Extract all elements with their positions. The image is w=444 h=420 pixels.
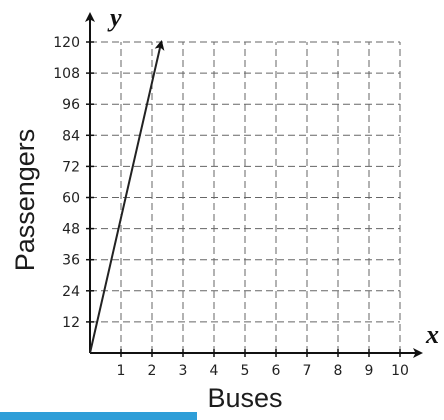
y-tick-label-48: 48 — [62, 222, 80, 238]
x-tick-label-8: 8 — [334, 363, 343, 379]
y-tick-label-72: 72 — [62, 159, 80, 175]
y-tick-label-24: 24 — [62, 284, 80, 300]
y-tick-label-60: 60 — [62, 191, 80, 207]
series-layer — [89, 40, 165, 354]
x-tick-label-9: 9 — [365, 363, 374, 379]
x-tick-label-6: 6 — [272, 363, 281, 379]
x-axis-variable: x — [425, 320, 439, 349]
y-tick-label-108: 108 — [53, 66, 80, 82]
series-line-1 — [89, 40, 165, 354]
y-axis-variable: y — [107, 3, 122, 32]
x-tick-label-4: 4 — [210, 363, 219, 379]
x-axis-title: Buses — [207, 383, 282, 413]
x-tick-label-2: 2 — [148, 363, 157, 379]
x-tick-label-3: 3 — [179, 363, 188, 379]
grid — [90, 41, 401, 353]
x-tick-label-1: 1 — [117, 363, 126, 379]
y-tick-label-120: 120 — [53, 35, 80, 51]
y-tick-label-84: 84 — [62, 128, 80, 144]
accent-strip — [0, 412, 197, 420]
y-tick-label-12: 12 — [62, 315, 80, 331]
x-tick-label-5: 5 — [241, 363, 250, 379]
axes — [85, 12, 423, 358]
y-axis-title: Passengers — [10, 129, 40, 272]
x-tick-label-7: 7 — [303, 363, 312, 379]
y-tick-label-96: 96 — [62, 97, 80, 113]
x-tick-label-10: 10 — [391, 363, 409, 379]
y-tick-label-36: 36 — [62, 253, 80, 269]
